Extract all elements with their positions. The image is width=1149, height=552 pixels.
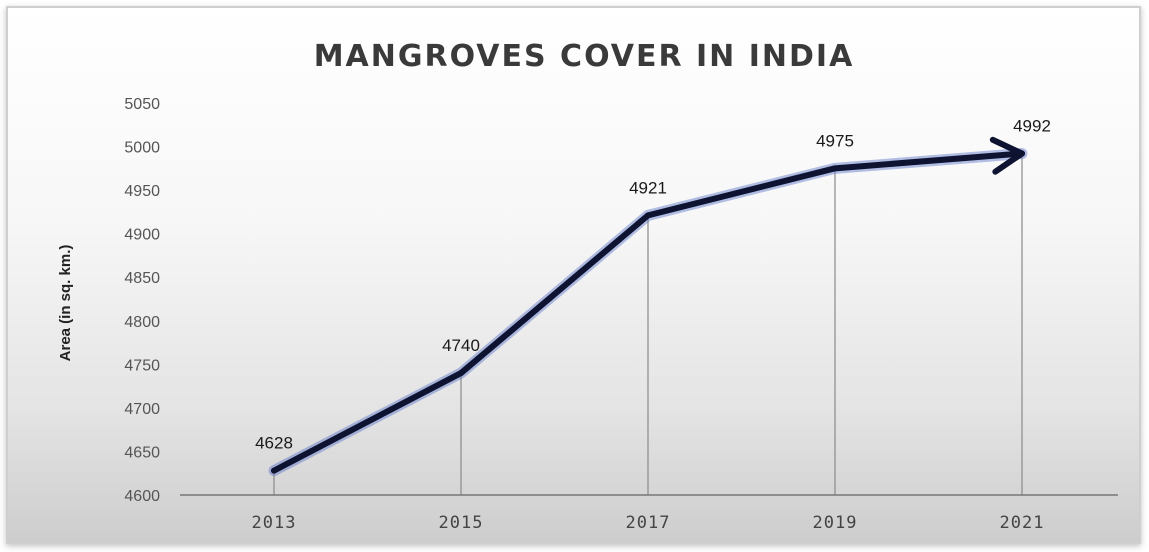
y-tick-label: 4600 xyxy=(124,488,160,505)
data-labels: 4628 4740 4921 4975 4992 xyxy=(255,117,1051,453)
y-tick-label: 5050 xyxy=(124,96,160,113)
y-tick-label: 4800 xyxy=(124,314,160,331)
y-tick-label: 4950 xyxy=(124,183,160,200)
data-label: 4628 xyxy=(255,434,293,453)
y-axis-label: Area (in sq. km.) xyxy=(57,245,74,362)
y-tick-label: 4700 xyxy=(124,401,160,418)
y-tick-label: 4650 xyxy=(124,444,160,461)
data-label: 4921 xyxy=(629,178,667,197)
x-tick-label: 2017 xyxy=(626,513,671,533)
data-label: 4992 xyxy=(1013,117,1051,136)
series-line xyxy=(268,136,1028,477)
y-tick-labels: 4600 4650 4700 4750 4800 4850 4900 4950 5000 5050 xyxy=(124,96,160,505)
y-tick-label: 5000 xyxy=(124,140,160,157)
series-point xyxy=(832,165,838,172)
x-tick-label: 2013 xyxy=(252,513,297,533)
series-point xyxy=(1019,150,1025,157)
y-tick-label: 4900 xyxy=(124,227,160,244)
chart-frame: MANGROVES COVER IN INDIA Area (in sq. km… xyxy=(6,6,1141,544)
mangroves-line-chart: MANGROVES COVER IN INDIA Area (in sq. km… xyxy=(57,39,1118,533)
y-tick-label: 4750 xyxy=(124,357,160,374)
x-tick-label: 2015 xyxy=(439,513,484,533)
drop-lines xyxy=(273,153,1023,495)
x-tick-label: 2019 xyxy=(813,513,858,533)
x-tick-labels: 2013 2015 2017 2019 2021 xyxy=(252,513,1045,533)
series-point xyxy=(271,467,277,474)
series-point xyxy=(458,370,464,377)
data-label: 4975 xyxy=(816,131,854,150)
chart-title: MANGROVES COVER IN INDIA xyxy=(314,39,855,74)
series-point xyxy=(645,212,651,219)
data-label: 4740 xyxy=(442,336,480,355)
y-tick-label: 4850 xyxy=(124,270,160,287)
x-tick-label: 2021 xyxy=(1000,513,1045,533)
